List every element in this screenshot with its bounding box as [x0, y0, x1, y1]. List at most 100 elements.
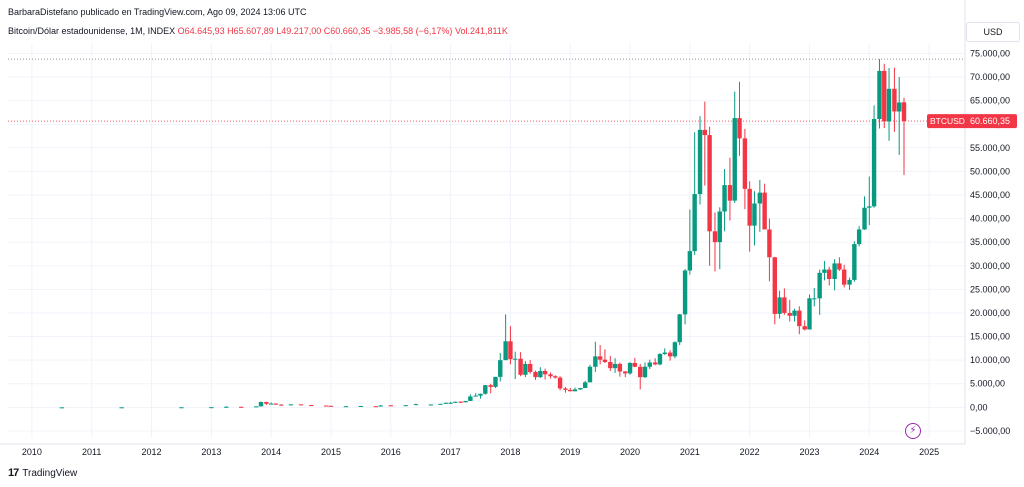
- candle-body: [807, 298, 812, 330]
- candle-body: [652, 362, 658, 365]
- x-tick-label: 2010: [22, 447, 42, 457]
- price-axis[interactable]: 75.000,0070.000,0065.000,0060.000,0055.0…: [970, 48, 1010, 435]
- candle-body: [548, 374, 553, 377]
- lightning-bolt-icon[interactable]: ⚡: [905, 423, 921, 439]
- candle-body: [538, 370, 543, 378]
- x-tick-label: 2018: [500, 447, 520, 457]
- candle-body: [632, 362, 638, 367]
- candle-body: [847, 279, 852, 285]
- tradingview-footer[interactable]: 17 TradingView: [8, 467, 77, 479]
- ohlc-low: L49.217,00: [276, 26, 322, 36]
- last-price-tag: BTCUSD 60.660,35: [927, 114, 1017, 129]
- candle-body: [254, 406, 259, 408]
- y-tick-label: 65.000,00: [970, 96, 1010, 106]
- publisher-line: BarbaraDistefano publicado en TradingVie…: [8, 7, 307, 17]
- candle-body: [871, 119, 877, 207]
- candle-body: [508, 341, 513, 360]
- candle-body: [817, 272, 822, 299]
- candle-body: [578, 387, 583, 390]
- candle-body: [518, 358, 523, 375]
- candle-body: [288, 404, 294, 406]
- currency-button[interactable]: USD: [966, 22, 1020, 42]
- last-price-symbol: BTCUSD: [930, 116, 965, 126]
- candle-body: [692, 194, 697, 252]
- candle-body: [832, 263, 837, 279]
- candle-body: [602, 359, 608, 363]
- ohlc-open: O64.645,93: [177, 26, 225, 36]
- time-axis[interactable]: 2010 2011 2012 2013 2014 2015 2016 2017 2018 2019…: [22, 447, 939, 457]
- candle-body: [892, 88, 897, 112]
- candle-body: [273, 403, 279, 405]
- ohlc-change: −3.985,58 (−6,17%): [372, 26, 453, 36]
- candle-body: [762, 192, 767, 230]
- candle-body: [727, 185, 733, 201]
- candle-body: [608, 362, 613, 369]
- last-price-value: 60.660,35: [970, 116, 1010, 126]
- candle-body: [587, 366, 593, 383]
- candle-body: [443, 402, 449, 404]
- candle-body: [882, 70, 887, 122]
- candle-body: [623, 371, 628, 374]
- x-tick-label: 2024: [859, 447, 879, 457]
- candle-body: [852, 244, 857, 280]
- candle-body: [498, 360, 503, 377]
- candle-body: [563, 388, 568, 390]
- candle-body: [782, 297, 787, 313]
- symbol-description[interactable]: Bitcoin/Dólar estadounidense, 1M, INDEX: [8, 26, 176, 36]
- candle-body: [483, 385, 488, 394]
- candle-body: [667, 352, 673, 357]
- candle-body: [856, 229, 862, 245]
- candle-body: [812, 298, 817, 300]
- last-price-badge: [927, 114, 1017, 129]
- candle-body: [787, 312, 792, 316]
- candle-body: [702, 129, 708, 136]
- tradingview-brand: TradingView: [22, 467, 78, 479]
- candle-body: [886, 88, 892, 122]
- candle-body: [792, 310, 797, 316]
- candle-body: [328, 405, 334, 407]
- candle-body: [767, 229, 772, 258]
- candle-body: [493, 376, 498, 387]
- y-tick-label: 40.000,00: [970, 214, 1010, 224]
- candle-body: [463, 400, 468, 403]
- x-tick-label: 2023: [799, 447, 819, 457]
- candle-body: [343, 406, 349, 408]
- x-tick-label: 2019: [560, 447, 580, 457]
- candle-body: [388, 405, 393, 407]
- y-tick-label: 15.000,00: [970, 332, 1010, 342]
- candle-body: [279, 404, 284, 406]
- x-tick-label: 2017: [441, 447, 461, 457]
- volume-value: Vol.241,811K: [454, 26, 508, 36]
- candle-body: [527, 363, 533, 372]
- x-tick-label: 2014: [261, 447, 281, 457]
- candle-body: [59, 407, 65, 409]
- x-tick-label: 2021: [680, 447, 700, 457]
- ohlc-close: C60.660,35: [323, 26, 371, 36]
- x-tick-label: 2016: [381, 447, 401, 457]
- candle-body: [542, 370, 548, 375]
- candle-body: [737, 118, 742, 139]
- candle-body: [672, 342, 678, 357]
- candle-body: [258, 401, 264, 407]
- candle-body: [662, 352, 667, 355]
- x-tick-label: 2011: [82, 447, 101, 457]
- candle-body: [448, 402, 453, 404]
- candle-body: [642, 366, 648, 378]
- candle-body: [867, 206, 872, 208]
- x-tick-label: 2022: [740, 447, 760, 457]
- y-tick-label: 30.000,00: [970, 261, 1010, 271]
- candle-body: [777, 297, 782, 314]
- candle-body: [568, 389, 573, 392]
- candle-body: [298, 404, 304, 406]
- candle-body: [772, 257, 777, 314]
- x-tick-label: 2025: [919, 447, 939, 457]
- chart-grid: [0, 0, 966, 445]
- candle-body: [553, 376, 558, 378]
- candle-body: [647, 362, 652, 367]
- candle-body: [897, 102, 902, 112]
- y-tick-label: 25.000,00: [970, 284, 1010, 294]
- candle-body: [458, 401, 463, 403]
- candle-body: [438, 403, 443, 405]
- x-tick-label: 2015: [321, 447, 341, 457]
